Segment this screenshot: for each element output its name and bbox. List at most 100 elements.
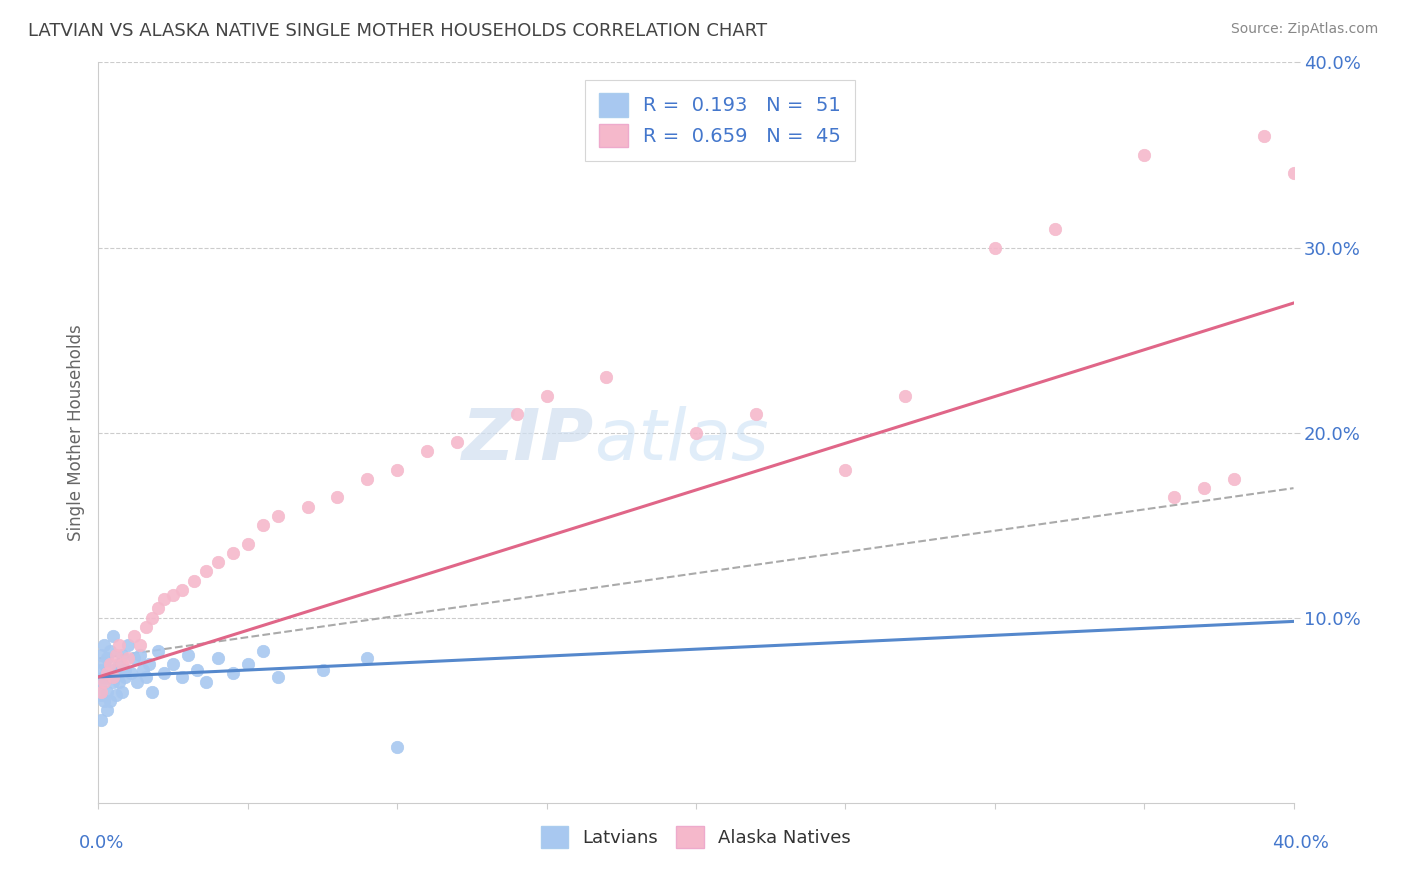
Point xyxy=(1043,222,1066,236)
Point xyxy=(356,651,378,665)
Point xyxy=(93,657,115,671)
Point xyxy=(207,651,229,665)
Point xyxy=(446,434,468,449)
Point xyxy=(172,582,194,597)
Point xyxy=(177,648,200,662)
Point xyxy=(90,685,112,699)
Point xyxy=(117,639,139,653)
Text: ZIP: ZIP xyxy=(463,406,595,475)
Point xyxy=(98,694,122,708)
Point xyxy=(135,670,157,684)
Point xyxy=(236,536,259,550)
Point xyxy=(124,629,146,643)
Point xyxy=(356,472,378,486)
Point xyxy=(252,644,274,658)
Point xyxy=(105,666,128,681)
Point xyxy=(297,500,319,514)
Point xyxy=(153,592,176,607)
Point xyxy=(90,648,112,662)
Point xyxy=(105,648,128,662)
Point xyxy=(96,703,118,717)
Point xyxy=(172,670,194,684)
Point xyxy=(132,663,155,677)
Point xyxy=(385,462,409,476)
Point xyxy=(141,685,163,699)
Point xyxy=(108,639,131,653)
Point xyxy=(1253,129,1275,144)
Point xyxy=(141,610,163,624)
Point xyxy=(1133,148,1156,162)
Point xyxy=(207,555,229,569)
Point xyxy=(90,689,112,703)
Point xyxy=(93,670,115,684)
Point xyxy=(96,666,118,681)
Point xyxy=(90,713,112,727)
Point xyxy=(105,689,128,703)
Point xyxy=(236,657,259,671)
Point xyxy=(148,644,170,658)
Point xyxy=(1223,472,1246,486)
Point xyxy=(93,694,115,708)
Text: atlas: atlas xyxy=(595,406,769,475)
Point xyxy=(1192,481,1215,495)
Point xyxy=(111,648,134,662)
Point xyxy=(222,666,245,681)
Text: Source: ZipAtlas.com: Source: ZipAtlas.com xyxy=(1230,22,1378,37)
Point xyxy=(93,675,115,690)
Text: 0.0%: 0.0% xyxy=(79,834,124,852)
Point xyxy=(745,407,768,421)
Point xyxy=(111,657,134,671)
Point xyxy=(685,425,707,440)
Point xyxy=(326,491,349,505)
Point xyxy=(1282,166,1305,180)
Point xyxy=(120,666,142,681)
Text: 40.0%: 40.0% xyxy=(1272,834,1329,852)
Point xyxy=(153,666,176,681)
Point xyxy=(111,685,134,699)
Point xyxy=(385,740,409,755)
Point xyxy=(536,388,558,402)
Point xyxy=(114,663,136,677)
Point xyxy=(103,670,125,684)
Point xyxy=(506,407,529,421)
Point xyxy=(96,685,118,699)
Point xyxy=(90,663,112,677)
Point xyxy=(1163,491,1185,505)
Point xyxy=(984,240,1007,255)
Point xyxy=(103,629,125,643)
Point xyxy=(98,657,122,671)
Point xyxy=(183,574,205,588)
Point xyxy=(124,651,146,665)
Legend: Latvians, Alaska Natives: Latvians, Alaska Natives xyxy=(531,816,860,856)
Point xyxy=(98,644,122,658)
Point xyxy=(195,675,218,690)
Point xyxy=(186,663,208,677)
Point xyxy=(129,648,152,662)
Point xyxy=(117,651,139,665)
Point xyxy=(416,444,439,458)
Point xyxy=(135,620,157,634)
Point xyxy=(162,589,184,603)
Point xyxy=(252,518,274,533)
Point xyxy=(108,675,131,690)
Point xyxy=(267,508,290,523)
Point xyxy=(138,657,160,671)
Point xyxy=(162,657,184,671)
Point xyxy=(894,388,917,402)
Point xyxy=(98,670,122,684)
Y-axis label: Single Mother Households: Single Mother Households xyxy=(66,325,84,541)
Point xyxy=(90,675,112,690)
Point xyxy=(114,670,136,684)
Point xyxy=(267,670,290,684)
Point xyxy=(595,370,617,384)
Point xyxy=(103,663,125,677)
Point xyxy=(129,639,152,653)
Point xyxy=(108,657,131,671)
Point xyxy=(96,651,118,665)
Point xyxy=(148,601,170,615)
Point xyxy=(93,639,115,653)
Point xyxy=(311,663,333,677)
Point xyxy=(96,666,118,681)
Point xyxy=(127,675,149,690)
Point xyxy=(195,565,218,579)
